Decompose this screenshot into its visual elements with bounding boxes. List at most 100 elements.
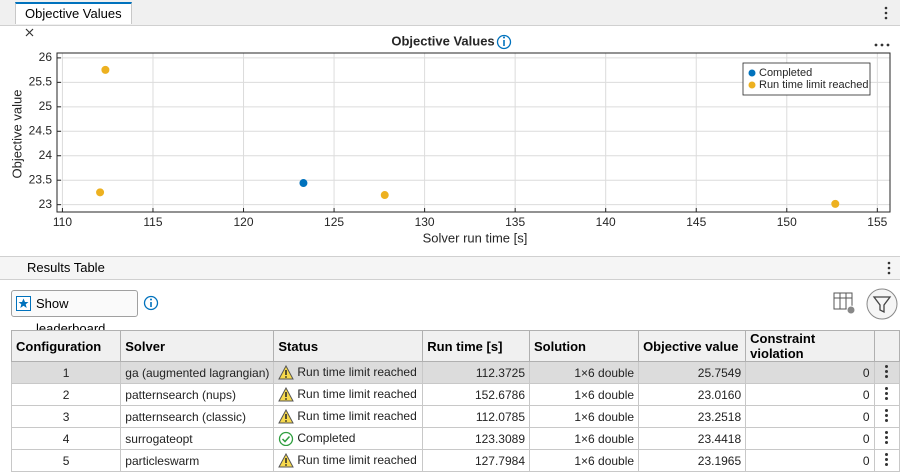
legend-marker [748, 69, 756, 77]
x-tick-label: 155 [867, 215, 887, 229]
table-cell: Run time limit reached [273, 405, 424, 428]
table-cell: 152.6786 [422, 383, 530, 406]
table-row[interactable]: 4 surrogateopt Completed 123.3089 1×6 double… [10, 427, 900, 450]
results-header: Results Table [0, 256, 900, 280]
table-cell: Run time limit reached [273, 361, 424, 384]
table-cell: surrogateopt [120, 427, 275, 450]
y-tick-label: 24.5 [29, 123, 53, 137]
legend-marker [748, 81, 756, 89]
table-cell: 1×6 double [528, 361, 640, 384]
x-tick-label: 120 [234, 215, 254, 229]
y-tick-label: 23 [39, 197, 53, 211]
more-icon[interactable] [874, 43, 890, 47]
column-header: Constraint violation [745, 330, 875, 362]
table-cell: 23.2518 [638, 405, 747, 428]
y-axis-label: Objective value [9, 90, 24, 179]
x-tick-label: 135 [505, 215, 525, 229]
y-tick-label: 25 [39, 99, 53, 113]
row-menu[interactable] [873, 361, 900, 384]
table-cell: Run time limit reached [273, 383, 424, 406]
row-menu[interactable] [873, 449, 900, 472]
table-cell: 5 [10, 449, 122, 472]
table-row[interactable]: 5 particleswarm Run time limit reached 127.… [10, 449, 900, 472]
menu-icon[interactable] [883, 6, 889, 20]
leaderboard-button[interactable]: Show leaderboard [11, 290, 138, 336]
legend-label: Completed [759, 67, 812, 79]
column-header: Run time [s] [422, 330, 530, 362]
table-cell: 0 [745, 383, 875, 406]
x-tick-label: 110 [53, 215, 72, 229]
table-settings-icon[interactable] [832, 291, 858, 317]
table-cell: 0 [745, 361, 875, 384]
cell-text: Completed [297, 430, 356, 445]
table-cell: 25.7549 [638, 361, 747, 384]
axes-box [56, 52, 891, 213]
chart: Objective Values Solver run time [s] Obj… [9, 33, 891, 245]
tab[interactable]: Objective Values [15, 2, 132, 37]
table-cell: 2 [10, 383, 122, 406]
table-row[interactable]: 3 patternsearch (classic) Run time limit r… [10, 405, 900, 428]
table-cell: 1×6 double [528, 449, 640, 472]
table-row[interactable]: 1 ga (augmented lagrangian) Run time limit… [10, 361, 900, 384]
table-cell: 0 [745, 449, 875, 472]
info-icon[interactable] [143, 295, 159, 311]
table-cell: patternsearch (nups) [120, 383, 275, 406]
column-header [873, 330, 900, 362]
results-table: Configuration Solver Status Run time [s] Sol… [10, 330, 900, 472]
column-header: Status [273, 330, 424, 362]
table-cell: 1×6 double [528, 383, 640, 406]
menu-icon[interactable] [886, 261, 892, 275]
cell-text: Run time limit reached [297, 452, 417, 467]
results-title: Results Table [27, 260, 105, 275]
x-tick-label: 145 [686, 215, 706, 229]
status-icon [278, 387, 295, 402]
table-cell: 0 [745, 405, 875, 428]
status-icon [279, 432, 294, 447]
column-header: Configuration [10, 330, 122, 362]
x-tick-label: 130 [415, 215, 435, 229]
star-icon [16, 296, 31, 311]
y-tick-label: 23.5 [29, 172, 53, 186]
table-cell: 4 [10, 427, 122, 450]
column-header: Solver [120, 330, 275, 362]
row-menu[interactable] [873, 405, 900, 428]
table-cell: 112.0785 [422, 405, 530, 428]
x-tick-label: 150 [777, 215, 797, 229]
cell-text: Run time limit reached [297, 408, 417, 423]
row-menu[interactable] [873, 383, 900, 406]
data-point [831, 199, 840, 208]
data-point [96, 188, 105, 197]
x-axis-label: Solver run time [s] [423, 230, 528, 245]
table-cell: patternsearch (classic) [120, 405, 275, 428]
table-row[interactable]: 2 patternsearch (nups) Run time limit reac… [10, 383, 900, 406]
table-cell: Completed [273, 427, 424, 450]
table-cell: 1×6 double [528, 427, 640, 450]
column-header: Objective value [638, 330, 747, 362]
table-cell: 23.4418 [638, 427, 747, 450]
row-menu[interactable] [873, 427, 900, 450]
y-tick-label: 26 [39, 50, 53, 64]
info-icon[interactable] [496, 34, 512, 50]
column-header: Solution [528, 330, 640, 362]
legend-box [742, 62, 871, 96]
cell-text: Run time limit reached [297, 386, 417, 401]
chart-title: Objective Values [391, 33, 494, 48]
table-cell: 123.3089 [422, 427, 530, 450]
table-cell: 23.0160 [638, 383, 747, 406]
y-tick-label: 24 [39, 148, 53, 162]
table-cell: 127.7984 [422, 449, 530, 472]
data-point [299, 179, 308, 188]
close-icon[interactable] [25, 28, 34, 37]
status-icon [278, 409, 295, 424]
filter-button[interactable] [866, 288, 898, 320]
legend-label: Run time limit reached [759, 79, 868, 91]
table-cell: 23.1965 [638, 449, 747, 472]
status-icon [278, 453, 295, 468]
cell-text: Run time limit reached [297, 364, 417, 379]
table-cell: 1×6 double [528, 405, 640, 428]
data-point [101, 65, 110, 74]
table-cell: particleswarm [120, 449, 275, 472]
table-cell: 0 [745, 427, 875, 450]
